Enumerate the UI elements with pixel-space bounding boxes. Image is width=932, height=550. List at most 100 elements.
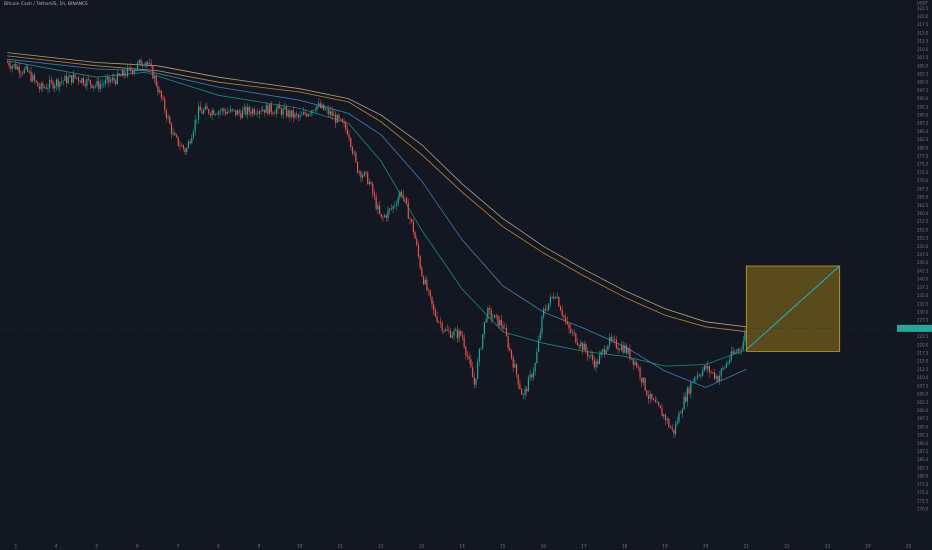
time-axis-tick-label: 16 <box>541 544 547 549</box>
price-axis-tick-label: 312.5 <box>917 39 929 44</box>
candle-body <box>167 116 169 118</box>
candle-body <box>387 210 389 218</box>
candle-body <box>485 318 487 322</box>
candle-body <box>142 65 144 66</box>
candle-body <box>370 182 372 184</box>
candle-body <box>279 105 281 109</box>
price-axis-tick-label: 292.5 <box>917 104 929 109</box>
candle-body <box>681 409 683 414</box>
candle-body <box>355 152 357 162</box>
candle-body <box>297 114 299 118</box>
candle-body <box>54 85 56 89</box>
price-axis-tick-label: 185.0 <box>917 457 929 462</box>
moving-average-line <box>7 60 747 367</box>
price-axis-tick-label: 242.5 <box>917 268 929 273</box>
price-axis-tick-label: 310.0 <box>917 47 929 52</box>
candle-body <box>429 290 431 297</box>
candle-body <box>568 323 570 329</box>
candle-body <box>441 322 443 331</box>
candle-body <box>654 399 656 403</box>
candle-body <box>461 335 464 338</box>
candle-body <box>27 66 29 72</box>
candle-body <box>37 82 39 87</box>
candle-body <box>666 418 668 421</box>
candle-body <box>404 197 406 199</box>
price-axis-tick-label: 175.0 <box>917 490 929 495</box>
candle-body <box>691 382 694 383</box>
candle-body <box>153 76 156 79</box>
candle-body <box>312 110 315 111</box>
candle-body <box>128 67 130 69</box>
candle-body <box>99 84 102 89</box>
candle-body <box>548 303 550 310</box>
candle-body <box>416 238 418 245</box>
candle-body <box>499 319 501 326</box>
candle-body <box>155 76 157 86</box>
candle-body <box>463 337 465 347</box>
candle-body <box>389 208 391 211</box>
candle-body <box>664 414 667 421</box>
candle-body <box>380 213 382 218</box>
candle-body <box>348 134 350 139</box>
candle-body <box>11 65 14 69</box>
candle-body <box>296 113 298 115</box>
candle-body <box>637 367 639 368</box>
candle-body <box>118 73 120 76</box>
candle-body <box>661 408 663 417</box>
moving-average-line <box>7 55 747 333</box>
candle-body <box>360 171 362 178</box>
candle-body <box>495 314 497 316</box>
price-axis-tick-label: 187.5 <box>917 449 929 454</box>
candle-body <box>74 74 76 78</box>
candle-body <box>76 77 78 79</box>
candle-body <box>585 344 587 352</box>
candle-body <box>688 387 690 394</box>
candle-body <box>575 333 577 343</box>
moving-average-line <box>7 58 747 388</box>
candle-body <box>290 110 293 117</box>
candle-body <box>497 315 499 326</box>
candle-body <box>147 62 149 65</box>
candle-body <box>592 354 594 361</box>
candle-body <box>221 108 223 111</box>
candle-body <box>94 85 96 87</box>
candle-body <box>649 393 651 399</box>
candle-body <box>718 375 721 382</box>
price-axis-tick-label: 192.5 <box>917 433 929 438</box>
price-axis-tick-label: 245.0 <box>917 260 929 265</box>
candle-body <box>316 105 318 110</box>
candle-body <box>318 103 320 106</box>
candle-body <box>742 341 744 350</box>
candle-body <box>554 297 557 299</box>
price-axis-tick-label: 290.0 <box>917 112 929 117</box>
candle-body <box>559 306 562 311</box>
candle-body <box>465 346 467 356</box>
candle-body <box>673 429 675 434</box>
candle-body <box>674 423 677 434</box>
candle-body <box>500 319 502 326</box>
candle-body <box>419 256 421 269</box>
candle-body <box>639 367 641 378</box>
price-axis-tick-label: 322.5 <box>917 6 929 11</box>
candle-body <box>493 314 496 318</box>
projection-trend-line[interactable] <box>745 265 841 351</box>
candle-body <box>400 191 403 196</box>
price-axis-tick-label: 205.0 <box>917 392 929 397</box>
price-axis-tick-label: 270.0 <box>917 178 929 183</box>
candle-body <box>43 87 46 88</box>
candle-body <box>490 310 492 319</box>
candle-body <box>60 81 63 82</box>
candle-body <box>470 359 472 368</box>
candle-body <box>576 342 579 345</box>
candle-body <box>131 70 134 74</box>
candle-body <box>255 113 257 115</box>
candle-body <box>72 74 74 83</box>
candle-body <box>566 321 568 324</box>
price-axis-tick-label: 317.5 <box>917 22 929 27</box>
price-axis-tick-label: 207.5 <box>917 383 929 388</box>
time-axis-tick-label: 5 <box>95 544 98 549</box>
candle-body <box>23 68 25 74</box>
candle-body <box>292 110 294 118</box>
